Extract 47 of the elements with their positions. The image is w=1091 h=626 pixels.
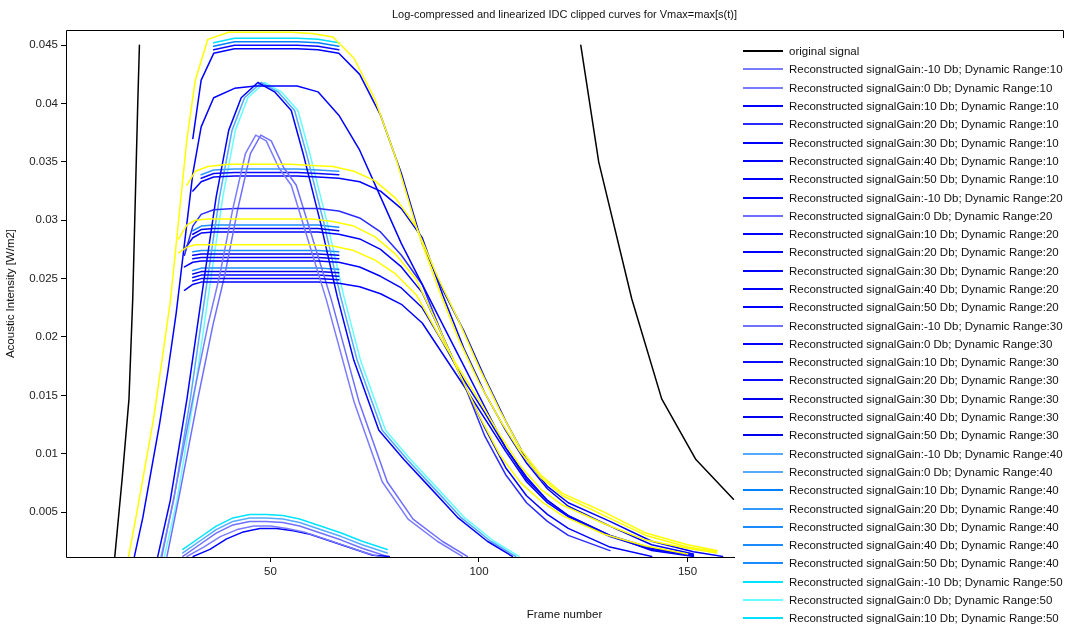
- chart-title: Log-compressed and linearized IDC clipped curves for Vmax=max[s(t)]: [391, 8, 738, 21]
- legend-label: Reconstructed signalGain:-10 Db; Dynamic Range:40: [789, 447, 1063, 460]
- y-tick-label: 0.04: [35, 96, 59, 109]
- legend-label: Reconstructed signalGain:0 Db; Dynamic Range:20: [789, 209, 1053, 222]
- legend-label: Reconstructed signalGain:30 Db; Dynamic Range:40: [789, 520, 1059, 533]
- legend-label: Reconstructed signalGain:30 Db; Dynamic Range:30: [789, 392, 1059, 405]
- y-tick-label: 0.035: [29, 155, 58, 168]
- legend-label: Reconstructed signalGain:50 Db; Dynamic Range:20: [789, 301, 1059, 314]
- legend-label: Reconstructed signalGain:20 Db; Dynamic Range:10: [789, 118, 1059, 131]
- legend-label: Reconstructed signalGain:10 Db; Dynamic Range:30: [789, 356, 1059, 369]
- legend-label: Reconstructed signalGain:-10 Db; Dynamic Range:50: [789, 575, 1063, 588]
- legend-label: Reconstructed signalGain:-10 Db; Dynamic Range:30: [789, 319, 1063, 332]
- legend-label: Reconstructed signalGain:40 Db; Dynamic Range:10: [789, 154, 1059, 167]
- legend-label: Reconstructed signalGain:-10 Db; Dynamic Range:10: [789, 63, 1063, 76]
- y-tick-label: 0.02: [35, 330, 58, 343]
- legend-label: Reconstructed signalGain:0 Db; Dynamic Range:10: [789, 81, 1053, 94]
- x-axis-title: Frame number: [526, 608, 603, 621]
- x-tick-label: 50: [264, 565, 277, 578]
- legend-label: Reconstructed signalGain:40 Db; Dynamic Range:40: [789, 539, 1059, 552]
- legend-label: Reconstructed signalGain:0 Db; Dynamic Range:40: [789, 465, 1053, 478]
- y-tick-label: 0.005: [29, 505, 58, 518]
- y-axis-title: Acoustic Intensity [W/m2]: [4, 228, 17, 359]
- legend-label: Reconstructed signalGain:20 Db; Dynamic Range:20: [789, 246, 1059, 259]
- legend-label: Reconstructed signalGain:50 Db; Dynamic Range:30: [789, 429, 1059, 442]
- y-tick-label: 0.025: [29, 271, 58, 284]
- legend-label: Reconstructed signalGain:50 Db; Dynamic Range:10: [789, 173, 1059, 186]
- legend-label: Reconstructed signalGain:30 Db; Dynamic Range:20: [789, 264, 1059, 277]
- y-tick-label: 0.01: [35, 446, 58, 459]
- legend-label: original signal: [789, 45, 860, 58]
- legend-label: Reconstructed signalGain:30 Db; Dynamic Range:10: [789, 136, 1059, 149]
- x-tick-label: 100: [469, 565, 489, 578]
- legend-label: Reconstructed signalGain:0 Db; Dynamic Range:50: [789, 594, 1053, 607]
- legend-label: Reconstructed signalGain:40 Db; Dynamic Range:30: [789, 411, 1059, 424]
- x-tick-label: 150: [677, 565, 698, 578]
- legend-label: Reconstructed signalGain:20 Db; Dynamic Range:30: [789, 374, 1059, 387]
- legend-label: Reconstructed signalGain:10 Db; Dynamic Range:50: [789, 612, 1059, 625]
- legend-label: Reconstructed signalGain:10 Db; Dynamic Range:10: [789, 100, 1059, 113]
- legend-label: Reconstructed signalGain:10 Db; Dynamic Range:40: [789, 484, 1059, 497]
- legend-label: Reconstructed signalGain:40 Db; Dynamic Range:20: [789, 283, 1059, 295]
- y-tick-label: 0.015: [29, 388, 58, 401]
- y-tick-label: 0.03: [35, 213, 58, 226]
- legend-label: Reconstructed signalGain:20 Db; Dynamic Range:40: [789, 502, 1059, 515]
- legend-label: Reconstructed signalGain:50 Db; Dynamic Range:40: [789, 557, 1059, 570]
- legend-label: Reconstructed signalGain:0 Db; Dynamic Range:30: [789, 337, 1053, 350]
- legend-label: Reconstructed signalGain:-10 Db; Dynamic Range:20: [789, 191, 1063, 204]
- legend-label: Reconstructed signalGain:10 Db; Dynamic Range:20: [789, 228, 1059, 241]
- y-tick-label: 0.045: [29, 38, 58, 51]
